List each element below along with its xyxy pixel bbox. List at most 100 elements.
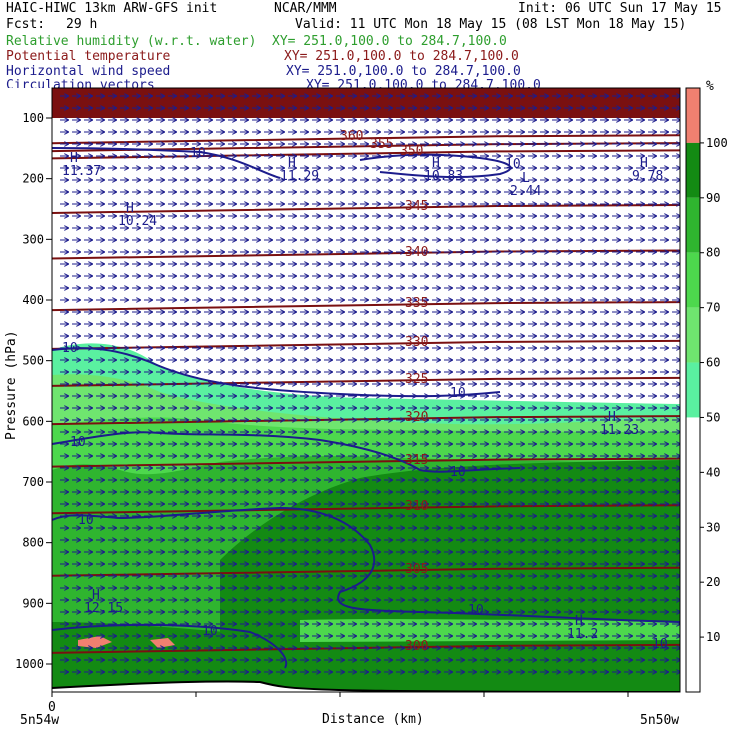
theta-label: 315 (405, 452, 429, 468)
x-start-label: 5n54w (20, 713, 60, 728)
max-marker: H (608, 410, 616, 426)
theta-label: 335 (405, 296, 429, 312)
max-marker: H (640, 155, 648, 171)
plot-frame (51, 87, 681, 693)
max-value: 10.83 (424, 168, 464, 184)
wind-speed-label: 10 (62, 340, 78, 356)
wind-speed-label: 10 (450, 386, 466, 402)
fcst-label: Fcst: (6, 17, 46, 32)
y-tick-label: 800 (22, 536, 44, 550)
legend-theta: Potential temperature (6, 49, 171, 64)
terrain-outline (52, 680, 680, 692)
theta-contour (52, 566, 680, 577)
theta-label: 305 (405, 561, 429, 577)
min-value: 2.44 (510, 183, 542, 199)
max-value: 10.24 (118, 214, 158, 230)
max-marker: H (575, 613, 583, 629)
colorbar-tick-label: 30 (706, 520, 720, 534)
colorbar-band (686, 362, 700, 418)
x-end-label: 5n50w (640, 713, 680, 728)
y-tick-label: 900 (22, 596, 44, 610)
wind-speed-label: 10 (468, 602, 484, 618)
y-tick-label: 400 (22, 293, 44, 307)
y-tick-label: 500 (22, 354, 44, 368)
x-zero-label: 0 (48, 700, 56, 715)
max-value: 11.23 (600, 423, 640, 439)
humidity-shading (52, 88, 680, 692)
colorbar-band (686, 197, 700, 253)
legend-wind: Horizontal wind speed (6, 64, 171, 79)
theta-contour (52, 301, 680, 312)
colorbar-tick-label: 100 (706, 136, 728, 150)
theta-label: 360 (340, 129, 364, 145)
max-value: 11.37 (62, 164, 102, 180)
wind-speed-label: 10 (505, 156, 521, 172)
colorbar-frame (685, 87, 701, 693)
colorbar-band (686, 417, 700, 692)
y-tick-label: 200 (22, 172, 44, 186)
theta-contour (52, 339, 680, 350)
theta-contour (52, 457, 680, 468)
y-tick-label: 600 (22, 414, 44, 428)
theta-contour (52, 134, 680, 145)
theta-contour (52, 204, 680, 214)
legend-wind-xy: XY= 251.0,100.0 to 284.7,100.0 (286, 64, 521, 79)
colorbar: 10 20 30 40 50 60 70 80 90 100 (685, 87, 728, 693)
colorbar-tick-label: 50 (706, 410, 720, 424)
colorbar-tick-label: 70 (706, 301, 720, 315)
wind-speed-label: 10 (70, 434, 86, 450)
max-value: 12.15 (84, 600, 124, 616)
theta-contour (52, 504, 680, 515)
colorbar-tick-label: 40 (706, 465, 720, 479)
theta-label: 355 (370, 137, 394, 153)
max-marker: H (288, 155, 296, 171)
terrain (52, 681, 680, 692)
theta-label: 300 (405, 638, 429, 654)
max-value: 11.2 (567, 626, 599, 642)
center-label: NCAR/MMM (274, 1, 337, 16)
y-axis-label: Pressure (hPa) (4, 330, 19, 440)
wind-speed-label: 10 (190, 146, 206, 162)
theta-label: 345 (405, 199, 429, 214)
max-marker: H (92, 587, 100, 603)
legend-vectors: Circulation vectors (6, 79, 155, 88)
max-marker: H (70, 151, 78, 167)
theta-label: 330 (405, 334, 429, 350)
y-tick-label: 300 (22, 232, 44, 246)
x-axis-label: Distance (km) (322, 712, 424, 727)
colorbar-band (686, 307, 700, 363)
theta-contour (52, 376, 680, 387)
x-axis (51, 692, 629, 697)
fcst-value: 29 h (66, 17, 98, 32)
legend-vectors-xy: XY= 251.0,100.0 to 284.7,100.0 (306, 79, 541, 88)
theta-label: 320 (405, 410, 429, 426)
legend-theta-xy: XY= 251.0,100.0 to 284.7,100.0 (284, 49, 519, 64)
valid-time: Valid: 11 UTC Mon 18 May 15 (08 LST Mon … (295, 17, 687, 32)
max-value: 11.29 (280, 168, 320, 184)
legend-rh: Relative humidity (w.r.t. water) (6, 34, 257, 49)
init-time: Init: 06 UTC Sun 17 May 15 (518, 1, 722, 16)
wind-speed-label: 10 (202, 624, 218, 640)
wind-speed-label: 10 (78, 513, 94, 529)
colorbar-band (686, 88, 700, 143)
y-tick-label: 700 (22, 475, 44, 489)
circulation-vectors (60, 96, 680, 672)
y-axis: 100 200 300 400 500 600 700 800 900 1000 (15, 111, 52, 671)
colorbar-tick-label: 10 (706, 630, 720, 644)
colorbar-tick-label: 90 (706, 191, 720, 205)
wind-speed-label: 10 (652, 636, 668, 652)
theta-label: 310 (405, 499, 429, 515)
y-tick-label: 100 (22, 111, 44, 125)
max-value: 9.78 (632, 168, 664, 184)
legend-rh-xy: XY= 251.0,100.0 to 284.7,100.0 (272, 34, 507, 49)
colorbar-unit: % (706, 79, 714, 94)
theta-label: 340 (405, 244, 429, 260)
y-tick-label: 1000 (15, 657, 44, 671)
theta-label: 350 (400, 144, 424, 160)
theta-contour (52, 149, 680, 160)
colorbar-tick-label: 80 (706, 246, 720, 260)
wind-speed-label: 10 (450, 464, 466, 480)
colorbar-band (686, 142, 700, 198)
model-title: HAIC-HIWC 13km ARW-GFS init (6, 1, 218, 16)
